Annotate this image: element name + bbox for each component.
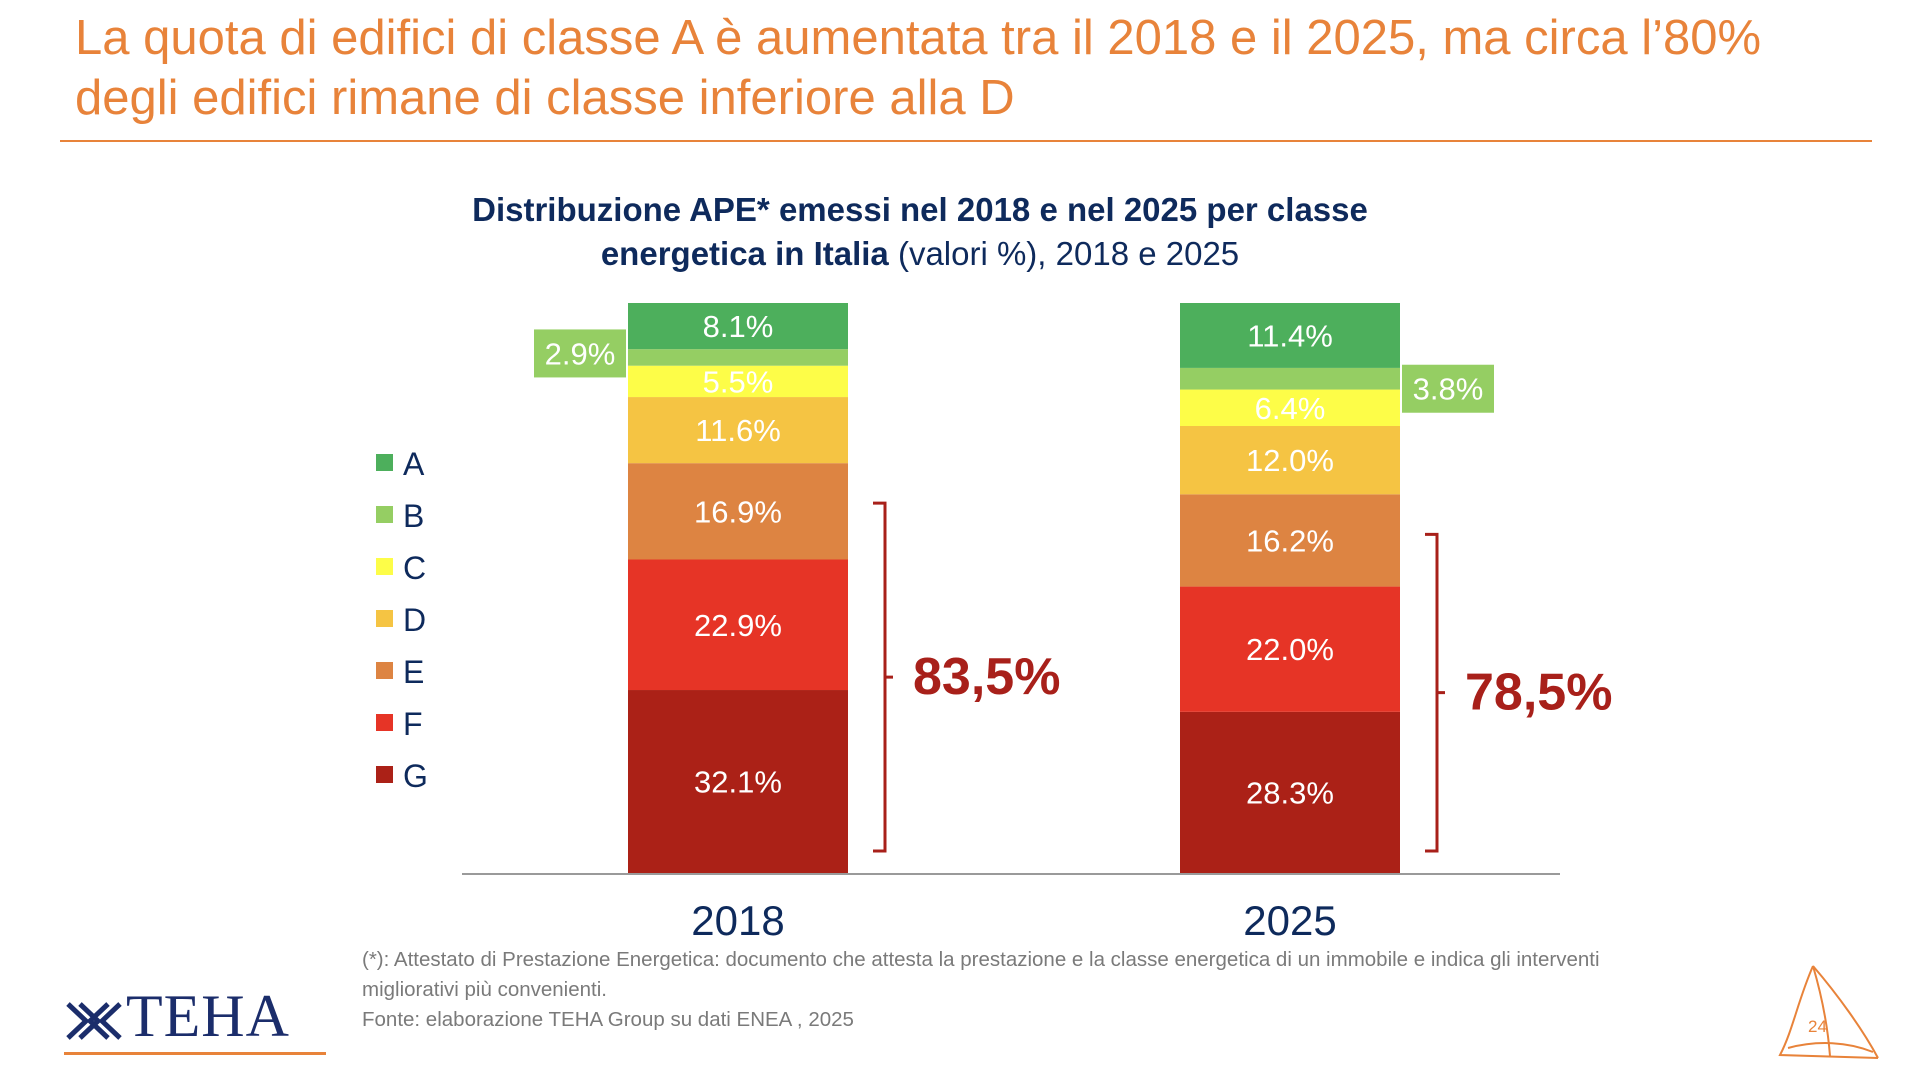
bar-segment-E-2018	[628, 463, 848, 560]
bracket-2025	[1425, 532, 1445, 853]
bar-segment-G-2018	[628, 690, 848, 873]
logo-mark-icon	[66, 1002, 122, 1040]
legend-swatch-D	[376, 610, 393, 627]
data-label-F-2025: 22.0%	[1246, 632, 1334, 667]
bracket-2018	[873, 501, 893, 853]
chart-title-bold: Distribuzione APE* emessi nel 2018 e nel…	[472, 191, 1368, 272]
bar-segment-D-2018	[628, 397, 848, 464]
footnote-line-1: (*): Attestato di Prestazione Energetica…	[362, 948, 1600, 971]
bar-segment-D-2025	[1180, 425, 1400, 495]
sail-logo-icon	[1778, 965, 1879, 1059]
bar-segment-F-2018	[628, 559, 848, 691]
chart-title-regular: (valori %), 2018 e 2025	[888, 235, 1240, 272]
logo-wordmark: TEHA	[126, 983, 290, 1049]
data-label-C-2018: 5.5%	[703, 364, 774, 399]
x-tick-label-2018: 2018	[691, 897, 784, 944]
bar-segment-B-2018	[628, 349, 848, 366]
slide-title: La quota di edifici di classe A è aument…	[75, 11, 1762, 125]
teha-logo: TEHA	[64, 984, 334, 1055]
bar-segment-F-2025	[1180, 586, 1400, 712]
data-label-A-2018: 8.1%	[703, 309, 774, 344]
bracket-total-2025: 78,5%	[1465, 664, 1612, 722]
data-label-D-2018: 11.6%	[695, 413, 781, 448]
callout-box-B-2025	[1402, 364, 1494, 413]
footnote-line-2: migliorativi più convenienti.	[362, 978, 607, 1001]
data-label-B-2018: 2.9%	[545, 336, 616, 371]
legend-swatch-C	[376, 558, 393, 575]
bar-segment-E-2025	[1180, 494, 1400, 587]
bar-segment-G-2025	[1180, 711, 1400, 873]
bar-segment-C-2018	[628, 365, 848, 398]
title-divider	[60, 140, 1872, 142]
legend-label-E: E	[403, 654, 424, 690]
legend-label-D: D	[403, 602, 426, 638]
data-label-F-2018: 22.9%	[694, 608, 782, 643]
footnote: (*): Attestato di Prestazione Energetica…	[362, 945, 1842, 1035]
legend-swatch-B	[376, 506, 393, 523]
x-tick-label-2025: 2025	[1243, 897, 1336, 944]
data-label-E-2025: 16.2%	[1246, 523, 1334, 558]
legend-swatch-G	[376, 766, 393, 783]
data-label-E-2018: 16.9%	[694, 494, 782, 529]
data-label-C-2025: 6.4%	[1255, 391, 1326, 426]
footnote-source: Fonte: elaborazione TEHA Group su dati E…	[362, 1008, 854, 1031]
chart-title: Distribuzione APE* emessi nel 2018 e nel…	[420, 188, 1420, 276]
data-label-A-2025: 11.4%	[1247, 318, 1333, 353]
data-label-B-2025: 3.8%	[1413, 372, 1484, 407]
data-label-D-2025: 12.0%	[1246, 443, 1334, 478]
bar-segment-A-2018	[628, 303, 848, 350]
legend-label-F: F	[403, 706, 423, 742]
legend-label-G: G	[403, 758, 428, 794]
bracket-total-2018: 83,5%	[913, 648, 1060, 706]
legend-label-B: B	[403, 498, 424, 534]
data-label-G-2018: 32.1%	[694, 765, 782, 800]
bar-segment-B-2025	[1180, 367, 1400, 390]
legend-swatch-E	[376, 662, 393, 679]
legend-swatch-A	[376, 454, 393, 471]
legend-swatch-F	[376, 714, 393, 731]
legend-label-C: C	[403, 550, 426, 586]
callout-box-B-2018	[534, 329, 626, 378]
page-number: 24	[1808, 1017, 1827, 1036]
legend-label-A: A	[403, 446, 425, 482]
bar-segment-A-2025	[1180, 303, 1400, 368]
logo-underline	[64, 1052, 326, 1055]
bar-segment-C-2025	[1180, 389, 1400, 426]
data-label-G-2025: 28.3%	[1246, 775, 1334, 810]
